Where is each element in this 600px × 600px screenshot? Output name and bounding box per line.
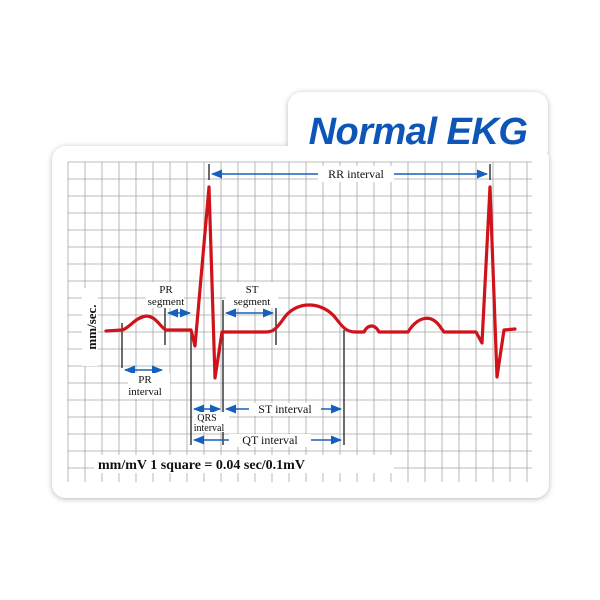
qrs-interval-label-line2: interval <box>194 423 225 434</box>
ekg-trace <box>104 185 517 380</box>
scale-note: mm/mV 1 square = 0.04 sec/0.1mV <box>98 458 305 473</box>
st-segment-label-line2: segment <box>234 296 271 308</box>
pr-interval-label-line2: interval <box>128 386 162 398</box>
pr-interval-label-line1: PR <box>138 374 152 386</box>
ekg-grid <box>67 161 532 482</box>
axis-label: mm/sec. <box>84 304 99 349</box>
qrs-interval-label-line1: QRS <box>197 413 216 424</box>
axis-label-group: mm/sec. <box>82 288 99 366</box>
rr-interval-label: RR interval <box>328 167 384 181</box>
pr-segment-label-line1: PR <box>159 284 173 296</box>
st-segment-label-line1: ST <box>246 284 259 296</box>
title: Normal EKG <box>309 111 528 153</box>
pr-segment-label-line2: segment <box>148 296 185 308</box>
st-interval-label: ST interval <box>258 402 312 416</box>
qt-interval-label: QT interval <box>242 433 298 447</box>
labels: RR interval PR segment ST segment PR int… <box>128 166 394 447</box>
